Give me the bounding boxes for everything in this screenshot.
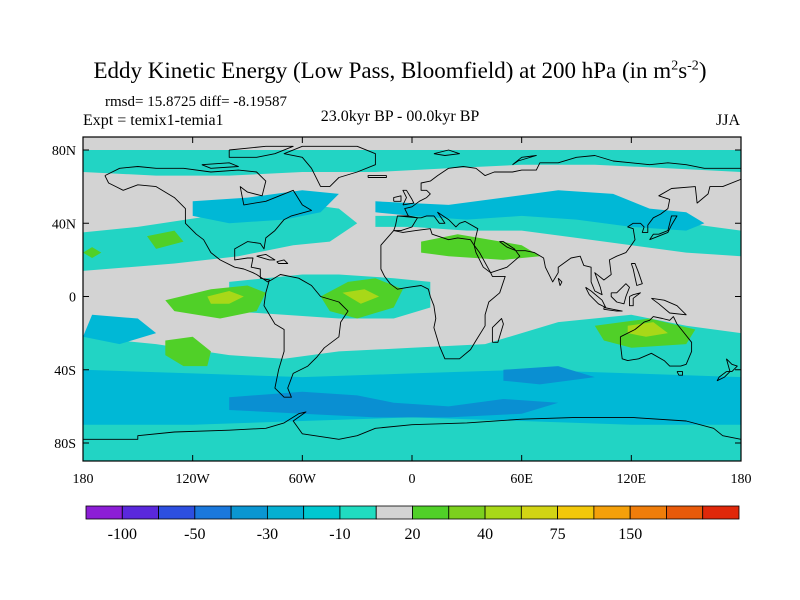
period-label: 23.0kyr BP - 00.0kyr BP — [320, 108, 480, 125]
colorbar-segment-12 — [520, 505, 559, 520]
coastline-20 — [557, 277, 563, 286]
colorbar-segment-4 — [230, 505, 268, 520]
coastline-26 — [433, 149, 460, 156]
x-tick-label-2: 60W — [289, 472, 317, 487]
x-tick-label-4: 60E — [510, 472, 533, 487]
region-green-5 — [421, 234, 540, 260]
coastline-6 — [402, 189, 415, 206]
colorbar-segment-0 — [85, 505, 123, 520]
coastline-11 — [603, 307, 623, 312]
coastline-9 — [649, 215, 678, 241]
colorbar-segment-10 — [448, 505, 486, 520]
colorbar-label-2: -30 — [257, 526, 278, 543]
chart-title: Eddy Kinetic Energy (Low Pass, Bloomfiel… — [93, 58, 707, 83]
colorbar-label-5: 40 — [477, 526, 493, 543]
coastline-8 — [367, 175, 387, 178]
coastline-23 — [83, 411, 741, 440]
region-cyan-1 — [192, 190, 339, 224]
region-yellow_green-2 — [627, 322, 668, 337]
stats-label: rmsd= 15.8725 diff= -8.19587 — [105, 94, 288, 110]
experiment-label: Expt = temix1-temia1 — [83, 112, 224, 129]
colorbar-label-4: 20 — [405, 526, 421, 543]
colorbar-segment-8 — [375, 505, 413, 520]
coastline-27 — [512, 155, 537, 166]
x-tick-label-3: 0 — [409, 472, 416, 487]
x-tick-label-0: 180 — [73, 472, 94, 487]
colorbar-label-0: -100 — [108, 526, 137, 543]
x-tick-label-1: 120W — [176, 472, 211, 487]
colorbar-segment-11 — [484, 505, 522, 520]
colorbar-segment-16 — [666, 505, 704, 520]
coastline-16 — [676, 371, 683, 376]
coastline-21 — [256, 253, 276, 261]
region-blue-0 — [229, 391, 559, 418]
coastline-14 — [651, 297, 687, 316]
coastline-1 — [283, 145, 376, 188]
region-green-2 — [165, 336, 211, 367]
colorbar-segment-13 — [557, 505, 595, 520]
colorbar-label-7: 150 — [618, 526, 642, 543]
region-cyan-3 — [83, 314, 157, 345]
region-blue-1 — [503, 366, 595, 385]
x-tick-label-5: 120E — [617, 472, 647, 487]
coastline-12 — [610, 283, 630, 305]
coastline-7 — [393, 195, 402, 202]
colorbar-label-3: -10 — [329, 526, 350, 543]
y-tick-label-4: 80S — [54, 437, 76, 452]
colorbar-segment-17 — [702, 505, 740, 520]
coastline-2 — [393, 215, 418, 232]
region-green-4 — [147, 230, 184, 249]
region-yellow_green-0 — [207, 291, 244, 304]
region-cyan-2 — [83, 369, 741, 425]
colorbar-segment-3 — [194, 505, 232, 520]
x-tick-label-6: 180 — [731, 472, 752, 487]
y-tick-label-0: 80N — [52, 144, 76, 159]
colorbar-segment-14 — [593, 505, 631, 520]
region-green-6 — [83, 247, 102, 258]
coastline-4 — [491, 318, 504, 343]
colorbar-segment-9 — [412, 505, 450, 520]
colorbar-segment-2 — [158, 505, 196, 520]
coastline-18 — [716, 371, 731, 382]
colorbar-segment-6 — [303, 505, 341, 520]
coastline-3 — [380, 228, 506, 360]
coastline-22 — [276, 259, 289, 264]
coastline-15 — [619, 316, 693, 367]
colorbar-segment-1 — [121, 505, 159, 520]
coastline-24 — [228, 145, 294, 158]
coastline-19 — [630, 263, 643, 286]
colorbar-segment-15 — [629, 505, 667, 520]
region-cyan-0 — [375, 190, 705, 231]
colorbar-segment-7 — [339, 505, 377, 520]
colorbar-segment-5 — [266, 505, 305, 520]
coastline-5 — [397, 155, 741, 296]
coastline-13 — [629, 292, 641, 307]
region-yellow_green-1 — [342, 289, 380, 304]
region-light_cyan-0 — [83, 150, 741, 176]
season-label: JJA — [715, 112, 740, 129]
coastline-0 — [104, 166, 349, 398]
colorbar-label-1: -50 — [184, 526, 205, 543]
y-tick-label-3: 40S — [54, 364, 76, 379]
coastline-25 — [201, 162, 239, 169]
region-light_cyan-1 — [83, 204, 358, 271]
colorbar-label-6: 75 — [550, 526, 566, 543]
coastline-17 — [725, 358, 738, 373]
y-tick-label-1: 40N — [52, 217, 76, 232]
y-tick-label-2: 0 — [69, 291, 76, 306]
